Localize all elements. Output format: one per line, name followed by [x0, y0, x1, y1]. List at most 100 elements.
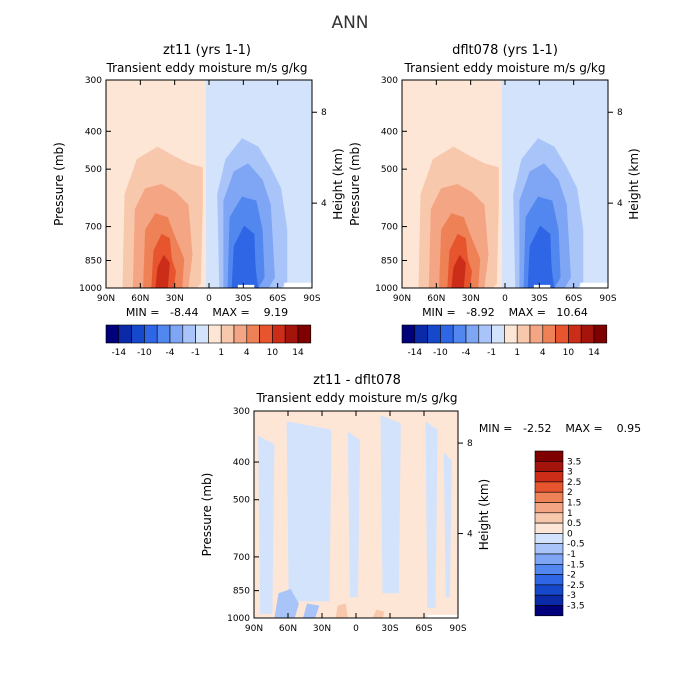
colorbar-label: 0: [567, 529, 573, 539]
x-tick-label: 90S: [303, 294, 320, 304]
colorbar-swatch: [233, 324, 248, 344]
x-tick-label: 30N: [166, 294, 184, 304]
colorbar-label: 1: [567, 509, 573, 519]
colorbar: 3.532.521.510.50-0.5-1-1.5-2-2.5-3-3.5: [534, 450, 585, 617]
colorbar-label: -10: [433, 348, 448, 358]
colorbar-swatch: [414, 324, 428, 344]
y-axis-label: Pressure (mb): [52, 142, 66, 226]
y-tick-label: 400: [233, 458, 250, 468]
y-right-tick-label: 4: [467, 530, 473, 540]
y-tick-label: 300: [381, 76, 398, 86]
y-tick-label: 500: [233, 496, 250, 506]
colorbar-swatch: [534, 471, 564, 483]
surface-mask: [580, 282, 608, 288]
x-tick-label: 0: [353, 624, 359, 634]
x-tick-label: 90S: [599, 294, 616, 304]
colorbar-swatch: [534, 491, 564, 503]
y-right-tick-label: 4: [321, 199, 327, 209]
colorbar-swatch: [534, 594, 564, 606]
colorbar-swatch: [220, 324, 235, 344]
colorbar-label: 4: [244, 348, 250, 358]
colorbar-swatch: [534, 563, 564, 575]
x-tick-label: 30S: [235, 294, 252, 304]
colorbar-label: 4: [540, 348, 546, 358]
x-tick-label: 0: [502, 294, 508, 304]
page-title: ANN: [331, 13, 368, 33]
contour-negative-level-2: [274, 589, 299, 618]
plot-frame: [253, 410, 459, 619]
colorbar-label: 1.5: [567, 499, 581, 509]
colorbar-label: 1: [514, 348, 520, 358]
colorbar-swatch: [427, 324, 441, 344]
colorbar-swatch: [297, 324, 312, 344]
colorbar-swatch: [516, 324, 531, 344]
plot-area: 90N 60N 30N 0 30S 60S 90S 300 400 500 700 850 1000 8 4…: [52, 76, 345, 304]
x-tick-label: 0: [206, 294, 212, 304]
colorbar-label: 10: [267, 348, 279, 358]
colorbar-label: -3: [567, 591, 576, 601]
colorbar-swatch: [534, 543, 564, 555]
colorbar-label: 10: [563, 348, 575, 358]
colorbar-label: 3.5: [567, 457, 581, 467]
plot-frame: [105, 79, 313, 289]
contour-negative-level-6: [540, 258, 555, 288]
x-tick-label: 30N: [462, 294, 480, 304]
contour-positive-level-6: [155, 254, 170, 288]
colorbar-label: 14: [292, 348, 304, 358]
panel-subtitle: Transient eddy moisture m/s g/kg: [106, 61, 308, 75]
x-tick-label: 90S: [449, 624, 466, 634]
colorbar: -14 -10 -4 -1 1 4 10 14: [105, 324, 312, 358]
colorbar-swatch: [504, 324, 518, 344]
colorbar-swatch: [118, 324, 132, 344]
stats-text: MIN = -8.92 MAX = 10.64: [422, 306, 588, 319]
x-tick-label: 30S: [531, 294, 548, 304]
y-tick-label: 300: [85, 76, 102, 86]
contour-negative-level-1: [347, 431, 361, 598]
x-tick-label: 60S: [269, 294, 286, 304]
y-axis-label: Pressure (mb): [200, 473, 214, 557]
y-right-tick-label: 8: [321, 108, 327, 118]
colorbar-swatch: [246, 324, 260, 344]
colorbar-swatch: [542, 324, 556, 344]
contour-negative-level-1: [286, 421, 332, 602]
surface-mask: [533, 284, 551, 288]
colorbar-swatch: [534, 502, 564, 514]
surface-mask: [237, 284, 255, 288]
x-tick-label: 60N: [427, 294, 445, 304]
chart-panel-difference: zt11 - dflt078 Transient eddy moisture m…: [200, 373, 641, 634]
colorbar-swatch: [259, 324, 273, 344]
y-axis-right-label: Height (km): [627, 148, 641, 219]
colorbar-label: 14: [588, 348, 600, 358]
contour-positive-level-6: [451, 254, 466, 288]
plot-frame: [401, 79, 609, 289]
stats-text: MIN = -2.52 MAX = 0.95: [479, 422, 641, 435]
y-right-tick-label: 8: [617, 108, 623, 118]
y-tick-label: 500: [381, 165, 398, 175]
colorbar-swatch: [534, 605, 564, 617]
colorbar-label: -2.5: [567, 581, 585, 591]
y-tick-label: 700: [233, 553, 250, 563]
colorbar-label: -3.5: [567, 602, 585, 612]
chart-panel-zt11: zt11 (yrs 1-1) Transient eddy moisture m…: [52, 43, 345, 358]
colorbar-label: -1: [487, 348, 496, 358]
stats-text: MIN = -8.44 MAX = 9.19: [126, 306, 288, 319]
colorbar-swatch: [593, 324, 608, 344]
colorbar-swatch: [478, 324, 492, 344]
panel-title: zt11 - dflt078: [313, 373, 401, 388]
colorbar-swatch: [105, 324, 120, 344]
x-tick-label: 30N: [313, 624, 331, 634]
colorbar-label: -1: [191, 348, 200, 358]
colorbar-swatch: [534, 512, 564, 524]
panel-subtitle: Transient eddy moisture m/s g/kg: [256, 391, 458, 405]
colorbar-swatch: [182, 324, 196, 344]
y-tick-label: 400: [85, 127, 102, 137]
colorbar: -14 -10 -4 -1 1 4 10 14: [401, 324, 608, 358]
colorbar-swatch: [401, 324, 416, 344]
colorbar-label: -4: [166, 348, 175, 358]
colorbar-swatch: [208, 324, 222, 344]
y-tick-label: 1000: [227, 614, 250, 624]
chart-panel-dflt078: dflt078 (yrs 1-1) Transient eddy moistur…: [348, 43, 641, 358]
colorbar-label: -14: [407, 348, 422, 358]
panel-title: dflt078 (yrs 1-1): [452, 43, 558, 58]
colorbar-swatch: [534, 553, 564, 565]
